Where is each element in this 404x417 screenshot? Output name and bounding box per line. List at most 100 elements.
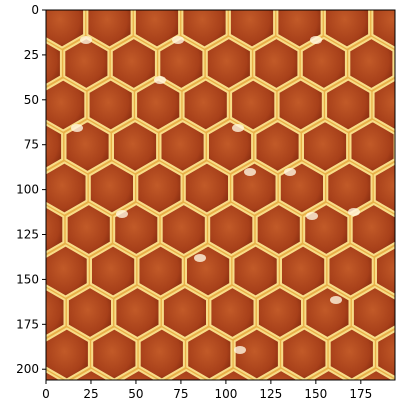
honeycomb-cell — [283, 412, 327, 417]
honeycomb-cell — [356, 369, 395, 380]
honeycomb-cell — [253, 37, 300, 90]
honeycomb-cell — [46, 123, 64, 170]
honeycomb-cell — [325, 78, 372, 132]
honeycomb-cell — [63, 37, 110, 90]
honeycomb-cell — [183, 161, 230, 215]
honeycomb-cell — [236, 412, 280, 417]
honeycomb-cell — [214, 369, 253, 380]
honeycomb-cell — [376, 329, 395, 379]
honeycomb-cell — [46, 161, 88, 215]
honeycomb-cell — [133, 10, 181, 49]
honeycomb-cell — [276, 10, 323, 49]
y-tick-label: 100 — [16, 183, 39, 197]
x-tick-label: 175 — [349, 387, 372, 401]
y-tick-label: 125 — [16, 228, 39, 242]
honeycomb-cell — [208, 203, 255, 256]
honeycomb-cell — [280, 244, 327, 298]
honeycomb-cell — [135, 78, 182, 132]
honeycomb-cell — [160, 203, 207, 256]
honeycomb-cell — [111, 0, 155, 6]
honeycomb-cell — [309, 369, 348, 380]
cell-glare — [310, 36, 322, 44]
y-tick-label: 175 — [16, 317, 39, 331]
honeycomb-cell — [64, 120, 111, 173]
y-tick-label: 75 — [24, 138, 39, 152]
honeycomb-cell — [255, 203, 302, 256]
honeycomb-cell — [350, 203, 395, 256]
cell-glare — [172, 36, 184, 44]
y-tick-label: 150 — [16, 272, 39, 286]
honeycomb-cell — [232, 244, 279, 298]
honeycomb-cell — [119, 369, 158, 380]
honeycomb-cell — [399, 204, 404, 255]
honeycomb-cell — [166, 369, 206, 380]
honeycomb-cell — [300, 37, 347, 90]
honeycomb-cell — [46, 244, 89, 298]
honeycomb-cell — [65, 203, 112, 256]
x-tick-label: 150 — [304, 387, 327, 401]
cell-glare — [71, 124, 83, 132]
plot-frame — [45, 9, 396, 381]
honeycomb-cell — [351, 286, 395, 339]
honeycomb-cell — [112, 120, 159, 173]
x-tick-label: 100 — [214, 387, 237, 401]
honeycomb-cell — [46, 370, 63, 380]
x-axis: 0 25 50 75 100 125 150 175 — [42, 380, 372, 401]
honeycomb-cell — [375, 246, 395, 296]
honeycomb-cell — [0, 246, 40, 297]
cell-glare — [232, 124, 244, 132]
honeycomb-cell — [228, 10, 276, 49]
honeycomb-cell — [378, 412, 404, 417]
honeycomb-cell — [71, 369, 111, 380]
honeycomb-cell — [277, 78, 324, 132]
honeycomb-cell — [114, 286, 161, 339]
honeycomb-cell — [396, 0, 404, 6]
honeycomb-cell — [46, 40, 62, 87]
y-tick-label: 200 — [16, 362, 39, 376]
honeycomb-cell — [90, 244, 137, 298]
honeycomb-cell — [209, 286, 256, 339]
honeycomb-cell — [46, 287, 66, 338]
honeycomb-cell — [302, 120, 349, 173]
honeycomb-cell — [88, 161, 135, 215]
honeycomb-cell — [373, 162, 395, 214]
honeycomb-cell — [327, 244, 374, 298]
honeycomb-cell — [110, 37, 157, 90]
honeycomb-cell — [205, 37, 252, 90]
honeycomb-cell — [136, 161, 183, 215]
honeycomb-cell — [181, 10, 228, 49]
honeycomb-cell — [158, 0, 202, 6]
honeycomb-cell — [46, 412, 90, 417]
cell-glare — [116, 210, 128, 218]
y-tick-label: 50 — [24, 93, 39, 107]
cell-glare — [244, 168, 256, 176]
honeycomb-cell — [372, 78, 395, 132]
honeycomb-cell — [206, 0, 250, 6]
x-tick-label: 75 — [173, 387, 188, 401]
x-tick-label: 50 — [128, 387, 143, 401]
honeycomb-cell — [63, 0, 107, 6]
honeycomb-cell — [256, 286, 303, 339]
y-axis: 0 25 50 75 100 125 150 175 200 — [16, 3, 46, 376]
x-tick-label: 125 — [259, 387, 282, 401]
honeycomb-cell — [141, 412, 185, 417]
honeycomb-cell — [158, 37, 205, 90]
cell-glare — [154, 76, 166, 84]
honeycomb-glares — [71, 36, 360, 354]
honeycomb-cell — [301, 0, 345, 6]
x-tick-label: 0 — [42, 387, 50, 401]
honeycomb-cell — [46, 10, 86, 49]
x-tick-label: 25 — [83, 387, 98, 401]
cell-glare — [306, 212, 318, 220]
y-tick-label: 25 — [24, 48, 39, 62]
honeycomb-cell — [253, 0, 297, 6]
honeycomb-cell — [231, 161, 278, 215]
honeycomb-cell — [93, 412, 137, 417]
y-tick-label: 0 — [31, 3, 39, 17]
cell-glare — [194, 254, 206, 262]
honeycomb-cell — [0, 412, 43, 417]
honeycomb-cell — [397, 38, 404, 89]
honeycomb-cell — [331, 412, 375, 417]
